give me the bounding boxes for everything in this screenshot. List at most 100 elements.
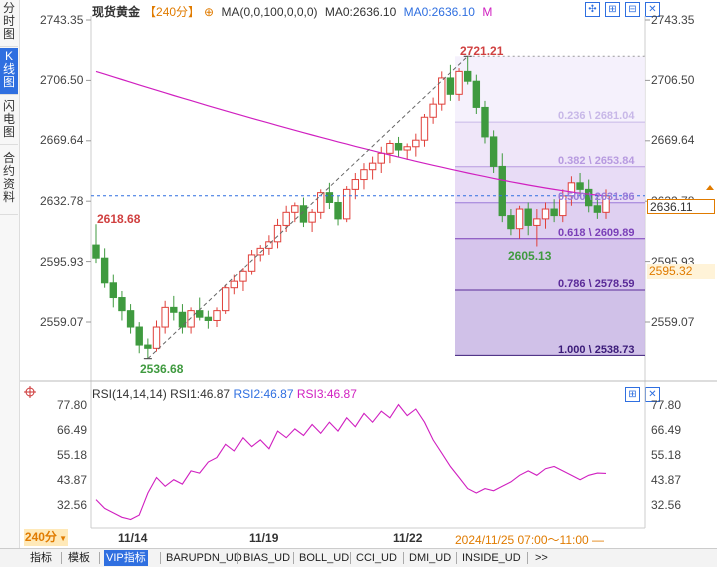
tab-bias[interactable]: BIAS_UD [243, 552, 291, 564]
candle-body [541, 208, 550, 220]
candle-body [273, 224, 282, 243]
rsi-axis-right-4: 32.56 [651, 498, 682, 512]
period-label[interactable]: 【240分】 [144, 5, 201, 19]
period-button-label: 240分 [24, 530, 57, 544]
candle-body [455, 70, 463, 95]
restore-icon[interactable]: ⊟ [625, 2, 640, 17]
date-label-0: 11/14 [118, 531, 148, 545]
rsi1-value: RSI1:46.87 [170, 387, 231, 401]
rsi-axis-right-0: 77.80 [651, 398, 682, 412]
tab-more[interactable]: >> [535, 552, 548, 564]
rsi-axis-right-1: 66.49 [651, 423, 682, 437]
candle-body [213, 310, 221, 321]
candle-body [524, 208, 532, 226]
tab-cci[interactable]: CCI_UD [356, 552, 397, 564]
tab-timeshare[interactable]: 分时图 [0, 0, 18, 47]
candle-body [602, 195, 610, 213]
candle-body [126, 310, 135, 328]
candle-body [489, 136, 498, 167]
fib-zone-2 [455, 166, 645, 203]
tab-boll[interactable]: BOLL_UD [299, 552, 350, 564]
candle-body [507, 215, 515, 230]
fib-zone-3 [455, 202, 645, 239]
candle-body [100, 257, 109, 284]
candle-body [317, 192, 325, 213]
price-axis-right-2: 2669.64 [651, 133, 695, 147]
rsi-axis-left-0: 77.80 [57, 398, 88, 412]
price-axis-right-0: 2743.35 [651, 13, 695, 27]
ma0-value-colored: MA0:2636.10 [403, 5, 475, 19]
candle-body [394, 142, 403, 151]
crosshair-icon[interactable]: ✣ [585, 2, 600, 17]
price-axis-left-3: 2632.78 [40, 194, 84, 208]
candle-body [550, 208, 558, 217]
date-label-2: 11/22 [393, 531, 423, 545]
side-tabs: 分时图 K线图 闪电图 合约资料 [0, 0, 20, 548]
period-button[interactable]: 240分 ▼ [24, 529, 68, 546]
fib-zone-5 [455, 290, 645, 356]
price-axis-left-4: 2595.93 [40, 255, 84, 269]
fib-label-1000: 1.000 \ 2538.73 [558, 344, 635, 356]
dropdown-arrow-icon: ▼ [56, 534, 68, 543]
tab-lightning[interactable]: 闪电图 [0, 98, 18, 145]
candle-body [109, 282, 117, 299]
zoom-icon[interactable]: ⊞ [605, 2, 620, 17]
current-price-badge: 2636.11 [647, 199, 715, 214]
candle-body [533, 218, 541, 226]
chart-header: 现货黄金 【240分】 ⊕ MA(0,0,100,0,0,0) MA0:2636.1… [92, 3, 496, 20]
tab-inside[interactable]: INSIDE_UD [462, 552, 521, 564]
candle-body [239, 270, 247, 282]
candle-body [334, 201, 342, 220]
price-axis-right-5: 2559.07 [651, 315, 695, 329]
candle-body [593, 205, 602, 213]
candle-body [135, 326, 143, 346]
candle-body [230, 280, 239, 289]
price-axis-left-1: 2706.50 [40, 73, 84, 87]
price-gridlines [86, 19, 650, 323]
rsi2-value: RSI2:46.87 [233, 387, 294, 401]
candle-body [196, 310, 204, 318]
tab-dmi[interactable]: DMI_UD [409, 552, 452, 564]
rsi-line [95, 403, 607, 521]
rsi-params[interactable]: RSI(14,14,14) [92, 387, 167, 401]
candle-body [178, 311, 187, 328]
rsi-axis-right-2: 55.18 [651, 448, 682, 462]
candle-body [187, 310, 195, 328]
candle-body [446, 77, 455, 95]
tab-kline[interactable]: K线图 [0, 48, 18, 95]
ma-marker: M [482, 5, 493, 19]
tab-barupdn[interactable]: BARUPDN_UD [166, 552, 242, 564]
candle-body [291, 205, 299, 213]
fibonacci-retracement [455, 56, 645, 356]
fib-zone-4 [455, 238, 645, 291]
candle-body [256, 247, 264, 256]
fib-label-0500: 0.500 \ 2631.86 [558, 191, 635, 203]
candle-body [342, 188, 351, 220]
rsi-zoom-icon[interactable]: ⊞ [625, 387, 640, 402]
candle-body [144, 344, 152, 349]
alert-arrow-icon[interactable] [706, 185, 714, 190]
candle-body [152, 326, 161, 349]
candle-body [559, 195, 567, 217]
candle-body [360, 169, 368, 181]
candle-body [498, 165, 506, 217]
rsi-axis-left-2: 55.18 [57, 448, 88, 462]
close-icon[interactable]: ✕ [645, 2, 660, 17]
tab-vip-indicators[interactable]: VIP指标 [104, 550, 148, 566]
tab-indicators[interactable]: 指标 [30, 552, 52, 564]
candle-body [351, 179, 360, 190]
symbol-name: 现货黄金 [92, 5, 141, 19]
pivot-annotation: 2618.68 [97, 212, 141, 226]
candle-body [576, 182, 584, 190]
ma-params[interactable]: MA(0,0,100,0,0,0) [221, 5, 318, 19]
tab-templates[interactable]: 模板 [68, 552, 90, 564]
fib-label-0382: 0.382 \ 2653.84 [558, 155, 635, 167]
cursor-time-label: 2024/11/25 07:00～11:00 — [455, 533, 605, 547]
candle-body [368, 162, 377, 171]
settings-icon[interactable]: ⊕ [204, 5, 215, 19]
price-axis-left-0: 2743.35 [40, 13, 84, 27]
candle-body [325, 192, 334, 203]
rsi-axis-left-3: 43.87 [57, 473, 88, 487]
tab-contract-info[interactable]: 合约资料 [0, 150, 18, 215]
